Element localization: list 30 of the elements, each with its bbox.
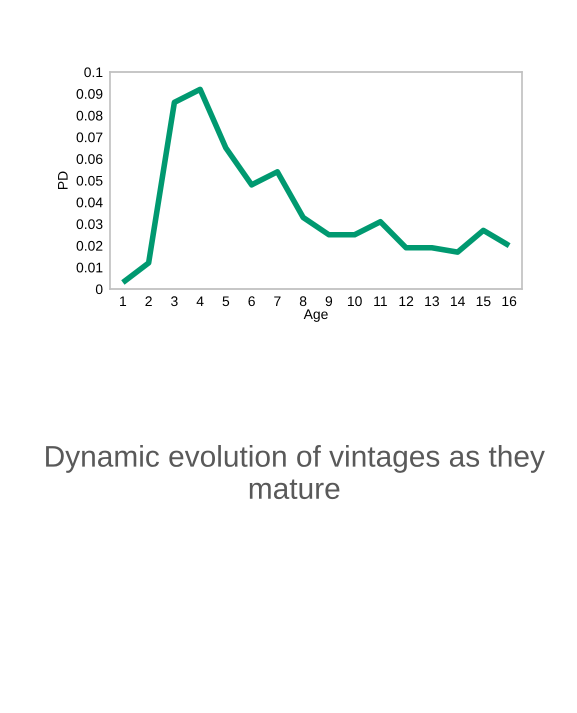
x-tick-label: 1: [120, 296, 126, 306]
x-tick-label: 10: [348, 296, 362, 306]
x-axis-title: Age: [304, 309, 328, 322]
x-tick-label: 16: [502, 296, 516, 306]
x-tick-label: 14: [450, 296, 465, 306]
y-tick-label: 0.06: [76, 154, 102, 164]
y-tick-label: 0.02: [76, 240, 102, 251]
y-tick-label: 0.09: [76, 89, 102, 99]
y-tick-label: 0.05: [76, 176, 102, 186]
x-tick-label: 3: [171, 296, 178, 306]
x-tick-label: 7: [274, 296, 281, 306]
text: Dynamic evolution of vintages as they mature: [46, 445, 545, 500]
x-tick-label: 5: [222, 296, 230, 306]
x-tick-label: 8: [300, 296, 306, 306]
y-tick-label: 0.04: [76, 198, 103, 208]
x-tick-label: 11: [374, 296, 387, 306]
y-tick-label: 0.08: [76, 110, 102, 121]
x-tick-label: 4: [196, 296, 204, 306]
y-tick-label: 0: [96, 284, 103, 294]
y-tick-label: 0.03: [76, 219, 102, 230]
x-tick-label: 12: [399, 296, 414, 306]
y-tick-label: 0.1: [84, 67, 102, 78]
y-axis-title: PD: [58, 172, 68, 190]
x-tick-label: 9: [326, 296, 332, 306]
y-tick-label: 0.01: [76, 262, 102, 272]
x-tick-label: 6: [248, 296, 255, 306]
y-tick-label: 0.07: [76, 132, 102, 142]
x-tick-label: 15: [476, 296, 491, 306]
x-tick-label: 13: [425, 296, 439, 306]
x-tick-label: 2: [145, 296, 152, 306]
